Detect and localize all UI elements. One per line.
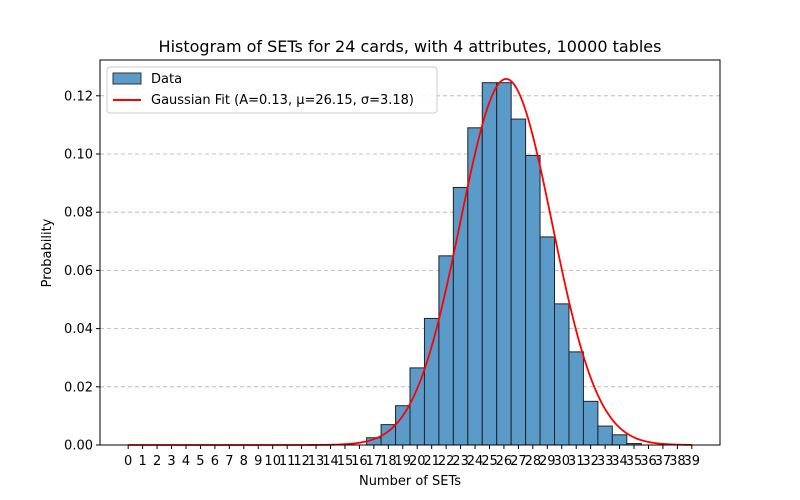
histogram-bar xyxy=(510,118,527,446)
x-tick-label: 16 xyxy=(351,454,368,469)
x-ticks-layer: 0 1 2 3 4 5 6 7 8 9 101112131415161718192021222324… xyxy=(124,445,700,469)
x-tick-label: 3 xyxy=(167,454,175,469)
legend: Data Gaussian Fit (A=0.13, μ=26.15, σ=3.… xyxy=(106,66,438,114)
chart-title: Histogram of SETs for 24 cards, with 4 a… xyxy=(159,37,662,56)
histogram-bar xyxy=(568,351,584,446)
histogram-bar xyxy=(597,425,613,446)
x-axis-label: Number of SETs xyxy=(359,474,461,489)
plot-frame xyxy=(99,59,721,446)
x-tick-label: 4 xyxy=(182,454,190,469)
x-tick-label: 38 xyxy=(669,454,686,469)
y-tick-label: 0.04 xyxy=(64,322,93,337)
histogram-bar xyxy=(423,317,440,446)
histogram-bar xyxy=(539,236,556,446)
histogram-bar xyxy=(395,405,411,446)
x-tick-label: 18 xyxy=(380,454,397,469)
x-tick-label: 5 xyxy=(196,454,204,469)
histogram-bar xyxy=(525,154,541,446)
legend-label-fit: Gaussian Fit (A=0.13, μ=26.15, σ=3.18) xyxy=(151,93,414,108)
x-tick-label: 12 xyxy=(293,454,310,469)
x-tick-label: 24 xyxy=(467,454,484,469)
x-tick-label: 36 xyxy=(640,454,657,469)
x-tick-label: 27 xyxy=(510,454,527,469)
x-tick-label: 6 xyxy=(211,454,219,469)
x-tick-label: 21 xyxy=(423,454,440,469)
x-tick-label: 9 xyxy=(254,454,262,469)
legend-box xyxy=(106,66,438,114)
x-tick-label: 10 xyxy=(264,454,281,469)
histogram-bar xyxy=(611,434,628,446)
x-tick-label: 2 xyxy=(153,454,161,469)
histogram-bar xyxy=(496,82,512,446)
histogram-bar xyxy=(438,255,454,446)
x-tick-label: 0 xyxy=(124,454,132,469)
x-tick-label: 11 xyxy=(279,454,296,469)
bars-layer xyxy=(366,82,642,446)
x-tick-label: 13 xyxy=(308,454,325,469)
x-tick-label: 39 xyxy=(684,454,701,469)
x-tick-label: 22 xyxy=(438,454,455,469)
x-tick-label: 19 xyxy=(395,454,412,469)
x-tick-label: 1 xyxy=(138,454,146,469)
x-tick-label: 30 xyxy=(553,454,570,469)
x-tick-label: 34 xyxy=(611,454,628,469)
x-tick-label: 33 xyxy=(597,454,614,469)
histogram-bar xyxy=(452,186,469,446)
y-tick-label: 0.02 xyxy=(64,380,93,395)
histogram-bar xyxy=(554,303,570,446)
y-tick-label: 0.08 xyxy=(64,206,93,221)
histogram-bar xyxy=(409,367,425,446)
histogram-bar xyxy=(481,82,498,446)
x-tick-label: 32 xyxy=(582,454,599,469)
histogram-bar xyxy=(582,400,599,446)
legend-label-data: Data xyxy=(151,72,182,87)
x-tick-label: 23 xyxy=(452,454,469,469)
y-tick-label: 0.00 xyxy=(64,439,93,454)
y-axis-label: Probability xyxy=(40,218,55,287)
x-tick-label: 17 xyxy=(366,454,383,469)
x-tick-label: 8 xyxy=(240,454,248,469)
x-tick-label: 14 xyxy=(322,454,339,469)
x-tick-label: 26 xyxy=(496,454,513,469)
x-tick-label: 25 xyxy=(481,454,498,469)
y-tick-label: 0.06 xyxy=(64,264,93,279)
x-tick-label: 20 xyxy=(409,454,426,469)
legend-swatch-data xyxy=(112,72,142,85)
x-tick-label: 31 xyxy=(568,454,585,469)
x-tick-label: 35 xyxy=(626,454,643,469)
x-tick-label: 37 xyxy=(655,454,672,469)
x-tick-label: 29 xyxy=(539,454,556,469)
x-tick-label: 28 xyxy=(525,454,542,469)
y-tick-label: 0.12 xyxy=(64,89,93,104)
x-tick-label: 15 xyxy=(337,454,354,469)
y-ticks-layer: 0.00 0.02 0.04 0.06 0.08 0.10 0.12 xyxy=(64,89,100,454)
y-tick-label: 0.10 xyxy=(64,147,93,162)
x-tick-label: 7 xyxy=(225,454,233,469)
